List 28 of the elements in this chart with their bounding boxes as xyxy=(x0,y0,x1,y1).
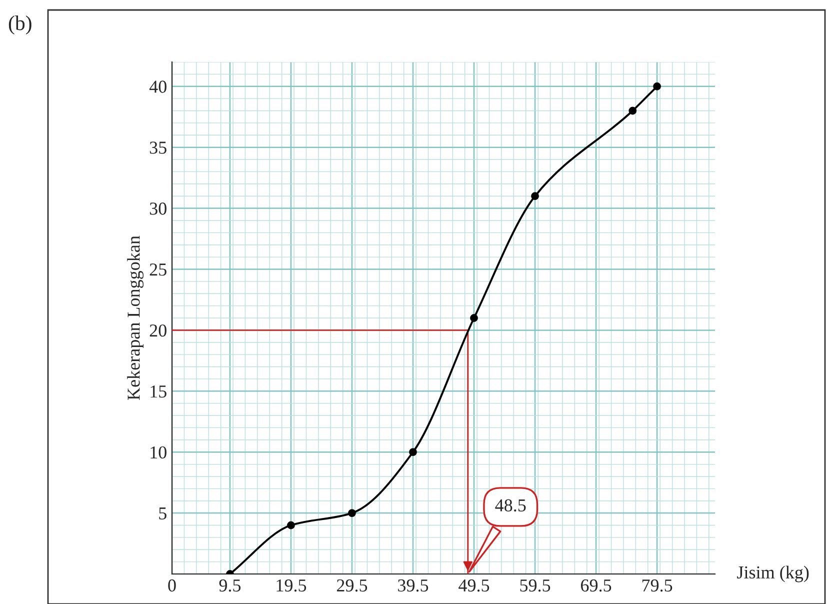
y-tick-label: 25 xyxy=(150,264,166,276)
y-tick-label: 35 xyxy=(150,142,166,154)
y-tick-label: 10 xyxy=(150,446,166,459)
point xyxy=(409,448,417,456)
annotation: 48.5 xyxy=(495,499,526,512)
point xyxy=(470,314,478,322)
point xyxy=(628,106,637,115)
x-tick-label: 49.5 xyxy=(458,579,490,592)
x-tick-label: 29.5 xyxy=(336,579,368,592)
x-axis-title: Jisim (kg) xyxy=(737,566,809,582)
y-tick-label: 30 xyxy=(150,202,166,215)
x-tick-label: 79.5 xyxy=(642,579,672,592)
point xyxy=(531,192,539,200)
x-tick-label: 39.5 xyxy=(398,579,428,592)
y-tick-label: 40 xyxy=(149,80,166,93)
chart-title: (b) xyxy=(8,16,32,34)
y-tick-label: 20 xyxy=(150,324,166,337)
y-tick-label: 15 xyxy=(150,385,166,398)
x-tick-label: 69.5 xyxy=(581,579,612,592)
x-tick-label: 0 xyxy=(168,579,176,592)
x-tick-label: 59.5 xyxy=(520,579,550,592)
point xyxy=(653,82,661,90)
x-tick-label: 19.5 xyxy=(276,579,306,592)
point xyxy=(348,509,356,517)
y-tick-label: 5 xyxy=(159,507,166,520)
point xyxy=(287,521,295,530)
y-axis-title: Kekerapan Longgokan xyxy=(127,236,144,400)
x-tick-label: 9.5 xyxy=(219,579,241,592)
